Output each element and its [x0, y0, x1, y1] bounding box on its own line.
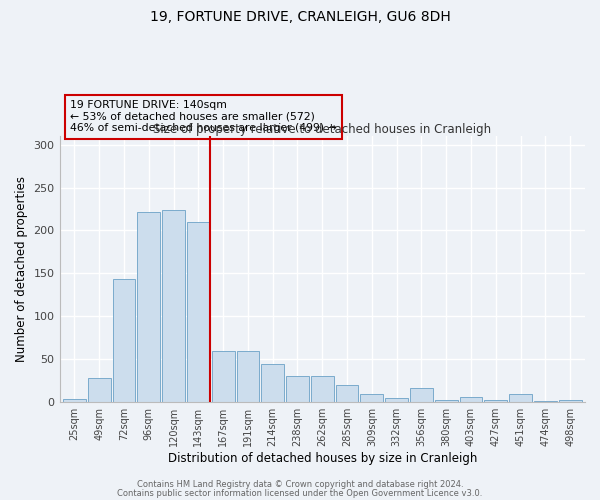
Bar [311, 376, 334, 402]
Text: Contains HM Land Registry data © Crown copyright and database right 2024.: Contains HM Land Registry data © Crown c… [137, 480, 463, 489]
Bar [435, 400, 458, 402]
Bar [261, 364, 284, 402]
Bar [187, 222, 210, 402]
Text: Contains public sector information licensed under the Open Government Licence v3: Contains public sector information licen… [118, 488, 482, 498]
Bar [137, 212, 160, 402]
Title: Size of property relative to detached houses in Cranleigh: Size of property relative to detached ho… [153, 123, 491, 136]
Bar [63, 399, 86, 402]
Bar [88, 378, 110, 402]
Bar [460, 397, 482, 402]
Bar [286, 376, 309, 402]
Text: 19 FORTUNE DRIVE: 140sqm
← 53% of detached houses are smaller (572)
46% of semi-: 19 FORTUNE DRIVE: 140sqm ← 53% of detach… [70, 100, 337, 134]
Bar [212, 350, 235, 402]
Bar [385, 398, 408, 402]
Text: 19, FORTUNE DRIVE, CRANLEIGH, GU6 8DH: 19, FORTUNE DRIVE, CRANLEIGH, GU6 8DH [149, 10, 451, 24]
Bar [559, 400, 581, 402]
X-axis label: Distribution of detached houses by size in Cranleigh: Distribution of detached houses by size … [167, 452, 477, 465]
Bar [410, 388, 433, 402]
Y-axis label: Number of detached properties: Number of detached properties [15, 176, 28, 362]
Bar [162, 210, 185, 402]
Bar [113, 280, 136, 402]
Bar [509, 394, 532, 402]
Bar [484, 400, 507, 402]
Bar [236, 350, 259, 402]
Bar [361, 394, 383, 402]
Bar [335, 385, 358, 402]
